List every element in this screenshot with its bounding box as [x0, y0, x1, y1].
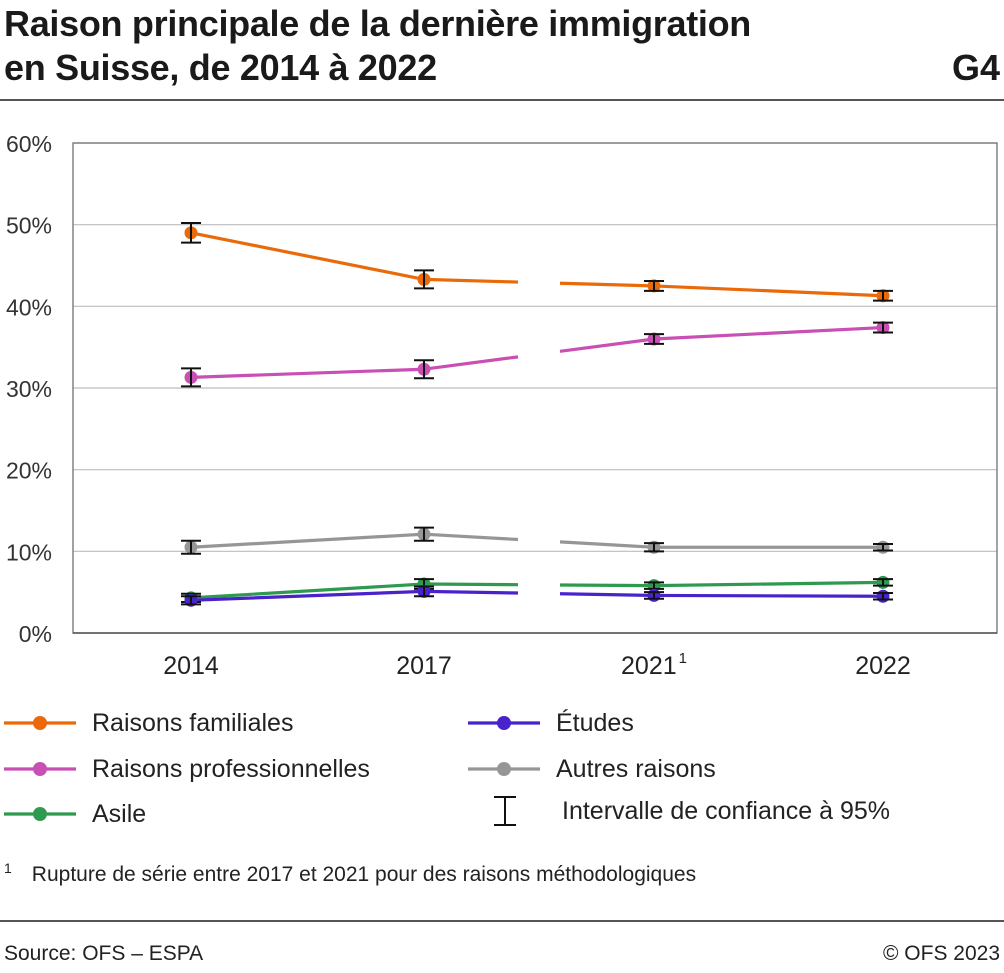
series-line: [559, 281, 884, 298]
chart-code: G4: [951, 47, 1000, 88]
series-line: [190, 231, 519, 284]
legend-swatch: [4, 807, 76, 821]
y-tick-label: 20%: [6, 458, 52, 484]
y-tick-label: 50%: [6, 213, 52, 239]
series-line: [559, 540, 883, 549]
footnote: 1 Rupture de série entre 2017 et 2021 pou…: [4, 860, 696, 887]
legend-item-confidence-interval: Intervalle de confiance à 95%: [490, 796, 890, 826]
chart-title: Raison principale de la dernière immigra…: [4, 2, 751, 90]
x-tick-label: 2014: [163, 652, 219, 680]
series-line: [190, 532, 519, 549]
x-tick-label: 2017: [396, 652, 452, 680]
legend-swatch: [468, 716, 540, 730]
series-line: [559, 592, 884, 598]
x-tick-superscript: 1: [679, 650, 687, 667]
legend-swatch: [4, 716, 76, 730]
legend-item: Raisons familiales: [4, 708, 293, 738]
footnote-mark: 1: [4, 860, 12, 876]
legend-item: Raisons professionnelles: [4, 754, 370, 784]
copyright-note: © OFS 2023: [882, 942, 1000, 965]
legend-label: Asile: [92, 799, 147, 828]
header-divider: [0, 99, 1004, 101]
legend-swatch: [468, 762, 540, 776]
series-line: [190, 355, 519, 379]
y-tick-label: 60%: [6, 131, 52, 157]
legend-label: Autres raisons: [556, 754, 716, 783]
y-tick-label: 10%: [6, 539, 52, 565]
legend-label-confidence-interval: Intervalle de confiance à 95%: [562, 796, 890, 825]
legend-label: Raisons professionnelles: [92, 754, 370, 783]
x-tick-label: 2021 1: [621, 650, 687, 680]
legend-item: Asile: [4, 799, 146, 829]
source-note: Source: OFS – ESPA: [4, 942, 204, 965]
legend-label: Études: [556, 708, 634, 737]
legend-item: Études: [468, 708, 634, 738]
y-tick-label: 40%: [6, 294, 52, 320]
x-tick-label: 2022: [855, 652, 911, 680]
line-chart: 0% 10% 20% 30% 40% 50% 60% 2014 2017 2021 1 2022: [6, 131, 998, 680]
footer-divider: [0, 920, 1004, 922]
y-tick-label: 0%: [19, 621, 52, 647]
series-line: [559, 325, 884, 353]
y-tick-label: 30%: [6, 376, 52, 402]
error-bar-icon: [494, 796, 516, 826]
chart-title-line-1: Raison principale de la dernière immigra…: [4, 3, 752, 44]
series-line: [559, 580, 884, 588]
legend-item: Autres raisons: [468, 754, 716, 784]
footnote-text: Rupture de série entre 2017 et 2021 pour…: [31, 863, 697, 886]
legend-label: Raisons familiales: [92, 708, 294, 737]
chart-title-line-2: en Suisse, de 2014 à 2022: [4, 47, 437, 88]
legend-swatch: [4, 762, 76, 776]
